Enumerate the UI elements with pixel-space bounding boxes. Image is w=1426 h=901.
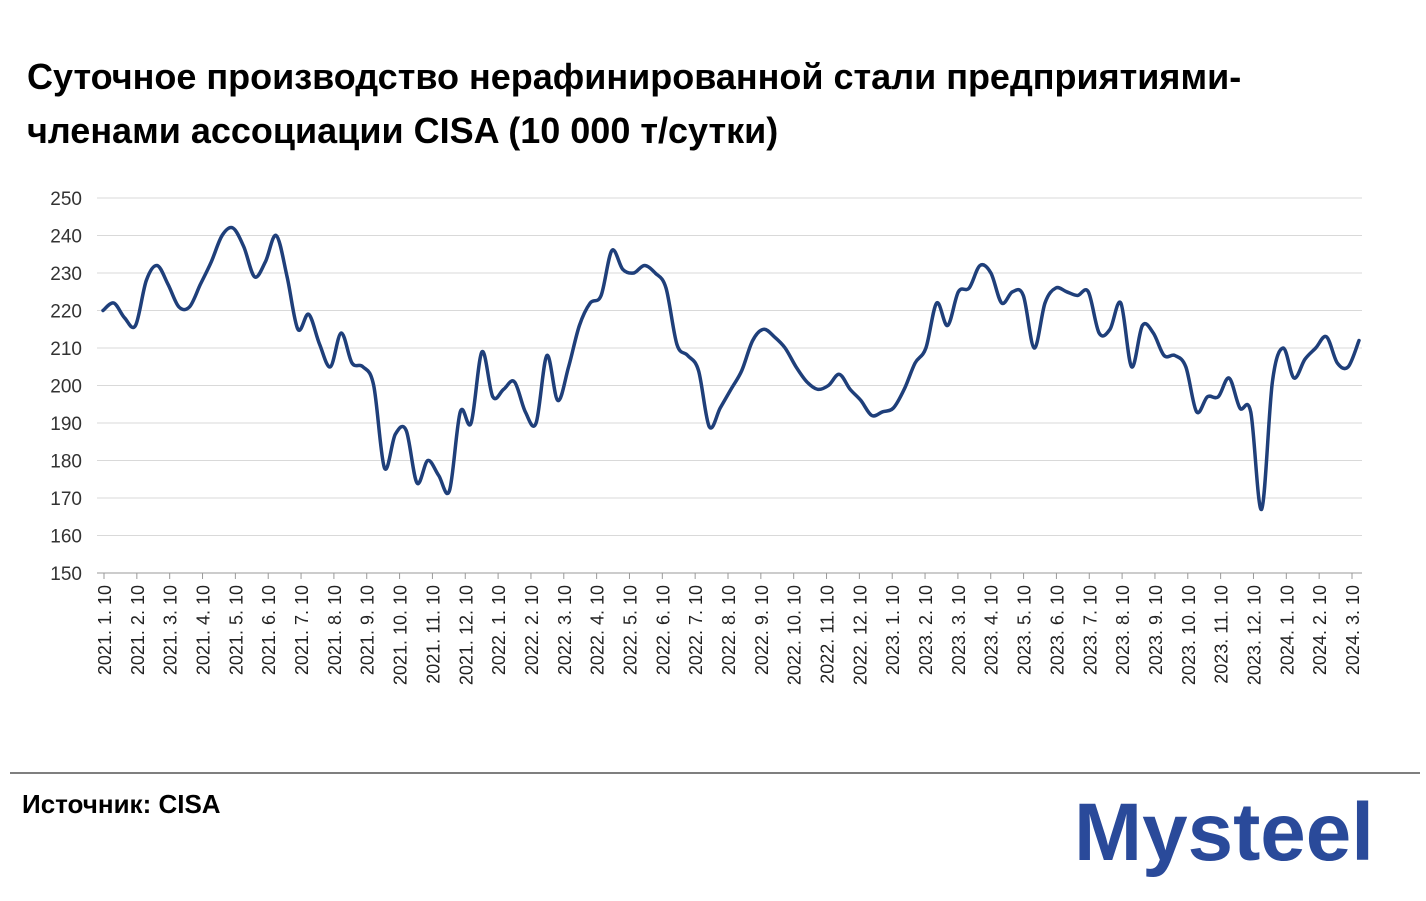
x-tick-label: 2021. 6. 10 xyxy=(259,585,279,675)
y-tick-label: 180 xyxy=(50,452,82,473)
mysteel-logo: Mysteel xyxy=(1074,788,1374,878)
series-line xyxy=(101,225,1361,512)
x-tick-label: 2022. 9. 10 xyxy=(752,585,772,675)
x-tick-label: 2023. 7. 10 xyxy=(1080,585,1100,675)
y-tick-label: 240 xyxy=(50,227,82,248)
x-tick-label: 2023. 5. 10 xyxy=(1015,585,1035,675)
series-group xyxy=(101,225,1361,512)
x-tick-label: 2022. 4. 10 xyxy=(588,585,608,675)
chart-title-line-1: Суточное производство нерафинированной с… xyxy=(27,56,1242,97)
y-tick-label: 160 xyxy=(50,527,82,548)
chart-title-line-2: членами ассоциации CISA (10 000 т/сутки) xyxy=(27,110,779,151)
x-tick-label: 2023. 2. 10 xyxy=(916,585,936,675)
x-tick-label: 2021. 9. 10 xyxy=(358,585,378,675)
x-tick-label: 2023. 1. 10 xyxy=(883,585,903,675)
y-tick-label: 150 xyxy=(50,564,82,585)
x-tick-label: 2021. 1. 10 xyxy=(95,585,115,675)
y-tick-label: 220 xyxy=(50,302,82,323)
x-tick-label: 2023. 12. 10 xyxy=(1244,585,1264,685)
y-tick-label: 210 xyxy=(50,339,82,360)
x-tick-label: 2021. 2. 10 xyxy=(128,585,148,675)
x-tick-label: 2024. 2. 10 xyxy=(1310,585,1330,675)
x-tick-label: 2023. 10. 10 xyxy=(1179,585,1199,685)
x-tick-label: 2022. 12. 10 xyxy=(850,585,870,685)
y-tick-label: 200 xyxy=(50,377,82,398)
chart-title: Суточное производство нерафинированной с… xyxy=(27,50,1407,158)
x-tick-label: 2023. 8. 10 xyxy=(1113,585,1133,675)
mysteel-logo-text: Mysteel xyxy=(1074,788,1374,878)
x-tick-label: 2022. 3. 10 xyxy=(555,585,575,675)
chart-grid xyxy=(97,197,1362,536)
source-note: Источник: CISA xyxy=(22,789,221,819)
x-axis: 2021. 1. 10 2021. 2. 10 2021. 3. 10 2021. 4… xyxy=(95,572,1363,685)
y-tick-label: 230 xyxy=(50,264,82,285)
x-tick-label: 2022. 10. 10 xyxy=(785,585,805,685)
x-tick-label: 2021. 7. 10 xyxy=(292,585,312,675)
x-tick-label: 2021. 3. 10 xyxy=(161,585,181,675)
y-axis: 150 160 170 180 190 200 210 220 230 240 250 xyxy=(50,189,82,585)
x-tick-label: 2022. 6. 10 xyxy=(653,585,673,675)
x-tick-label: 2021. 11. 10 xyxy=(423,585,443,684)
y-tick-label: 170 xyxy=(50,489,82,510)
x-tick-label: 2023. 4. 10 xyxy=(982,585,1002,675)
x-tick-label: 2022. 8. 10 xyxy=(719,585,739,675)
x-tick-label: 2021. 10. 10 xyxy=(391,585,411,685)
x-tick-label: 2022. 2. 10 xyxy=(522,585,542,675)
x-tick-label: 2022. 1. 10 xyxy=(489,585,509,675)
x-tick-label: 2023. 3. 10 xyxy=(949,585,969,675)
y-tick-label: 190 xyxy=(50,414,82,435)
x-tick-label: 2022. 11. 10 xyxy=(818,585,838,684)
x-tick-label: 2023. 6. 10 xyxy=(1047,585,1067,675)
x-tick-label: 2022. 7. 10 xyxy=(686,585,706,675)
x-tick-label: 2021. 8. 10 xyxy=(325,585,345,675)
x-tick-label: 2024. 3. 10 xyxy=(1343,585,1363,675)
x-tick-label: 2023. 9. 10 xyxy=(1146,585,1166,675)
x-tick-label: 2023. 11. 10 xyxy=(1212,585,1232,684)
y-tick-label: 250 xyxy=(50,189,82,210)
x-tick-label: 2021. 5. 10 xyxy=(226,585,246,675)
x-tick-label: 2022. 5. 10 xyxy=(620,585,640,675)
x-tick-label: 2021. 4. 10 xyxy=(194,585,214,675)
x-tick-label: 2024. 1. 10 xyxy=(1277,585,1297,675)
x-tick-label: 2021. 12. 10 xyxy=(456,585,476,685)
